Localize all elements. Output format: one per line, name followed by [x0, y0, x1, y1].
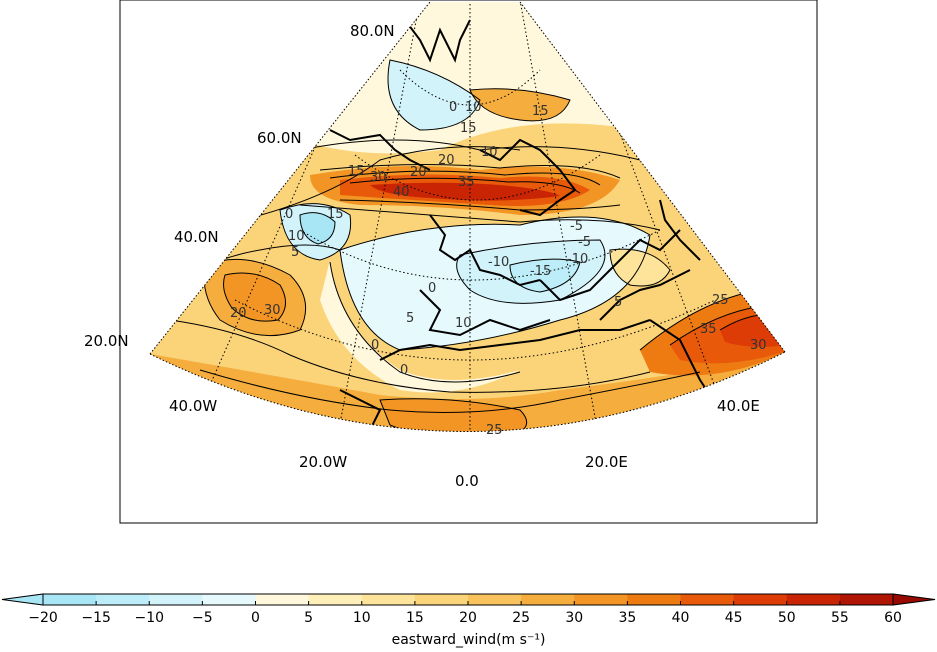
colorbar-segment [149, 594, 203, 605]
contour-label: 0 [400, 363, 408, 378]
lat-label: 80.0N [350, 22, 395, 40]
colorbar-segment [43, 594, 97, 605]
plot-frame [119, 0, 818, 524]
colorbar-tick-label: 60 [884, 610, 902, 626]
lon-label: 20.0E [585, 453, 628, 471]
contour-label: 10 [455, 316, 472, 331]
colorbar-tick-label: 35 [618, 610, 636, 626]
contour-label: 15 [532, 104, 549, 119]
contour-label: 15 [460, 121, 477, 136]
contour-label: 10 [288, 229, 305, 244]
contour-label: 0 [371, 338, 379, 353]
contour-label: 0 [449, 100, 457, 115]
colorbar-tick-label: 25 [512, 610, 530, 626]
colorbar-segment [255, 594, 310, 605]
colorbar-segment [308, 594, 363, 605]
colorbar-tick-label: 5 [304, 610, 313, 626]
contour-label: 35 [700, 322, 717, 337]
colorbar-extend-min [1, 593, 44, 606]
contour-label: 10 [465, 100, 482, 115]
contour-label: 15 [348, 164, 365, 179]
colorbar-tick-label: 15 [406, 610, 424, 626]
lat-label: 40.0N [174, 228, 219, 246]
colorbar-tick-label: −15 [81, 610, 111, 626]
contour-label: 5 [406, 311, 414, 326]
contour-label: 30 [750, 338, 767, 353]
contour-label: 20 [410, 165, 427, 180]
contour-label: -10 [488, 255, 509, 270]
colorbar-tick-label: 55 [831, 610, 849, 626]
contour-label: 5 [614, 295, 622, 310]
contour-label: -5 [570, 219, 583, 234]
colorbar-segment [521, 594, 575, 605]
contour-label: 0 [428, 281, 436, 296]
lon-label: 0.0 [455, 472, 479, 490]
lat-label: 60.0N [257, 129, 302, 147]
contour-label: 20 [438, 153, 455, 168]
lon-label: 20.0W [299, 453, 347, 471]
colorbar-tick-label: 40 [672, 610, 690, 626]
colorbar-label: eastward_wind(m s⁻¹) [391, 632, 546, 648]
colorbar-tick-label: −10 [134, 610, 164, 626]
colorbar-tick-label: 10 [353, 610, 371, 626]
contour-label: 5 [291, 245, 299, 260]
colorbar-tick-label: −20 [28, 610, 58, 626]
colorbar-tick-label: 20 [459, 610, 477, 626]
contour-label: -15 [530, 264, 551, 279]
colorbar: −20 −15 −10 −5 0 5 10 15 20 25 30 35 40 45 50 55 60 [1, 593, 936, 626]
contour-label: 25 [486, 423, 503, 438]
colorbar-extend-max [892, 593, 936, 606]
contour-label: 35 [458, 175, 475, 190]
contour-label: 0 [285, 207, 293, 222]
contour-labels: 0 10 15 20 10 35 30 15 20 40 15 10 0 5 -… [230, 100, 767, 438]
graticule-labels: 80.0N 60.0N 40.0N 20.0N 40.0W 20.0W 0.0 … [84, 22, 760, 490]
contour-label: 30 [370, 170, 387, 185]
contour-label: 40 [393, 185, 410, 200]
colorbar-segment [361, 594, 416, 605]
contour-label: 10 [481, 145, 498, 160]
colorbar-tick-label: 50 [778, 610, 796, 626]
colorbar-segment [414, 594, 469, 605]
colorbar-tick-label: 30 [565, 610, 583, 626]
colorbar-tick-label: 0 [251, 610, 260, 626]
contour-label: -10 [567, 252, 588, 267]
lat-label: 20.0N [84, 332, 129, 350]
contour-label: 15 [327, 207, 344, 222]
colorbar-segment [202, 594, 256, 605]
colorbar-segment [680, 594, 735, 605]
colorbar-tick-label: 45 [725, 610, 743, 626]
contour-label: -5 [578, 235, 591, 250]
colorbar-tick-label: −5 [192, 610, 213, 626]
contour-label: 30 [264, 303, 281, 318]
contour-label: 20 [230, 306, 247, 321]
lon-label: 40.0W [169, 397, 217, 415]
colorbar-segment [96, 594, 150, 605]
colorbar-segment [733, 594, 788, 605]
lon-label: 40.0E [717, 397, 760, 415]
colorbar-segment [627, 594, 681, 605]
colorbar-segment [468, 594, 522, 605]
colorbar-segment [786, 594, 841, 605]
colorbar-segment [574, 594, 628, 605]
colorbar-segment [839, 594, 894, 605]
contour-label: 25 [712, 293, 729, 308]
